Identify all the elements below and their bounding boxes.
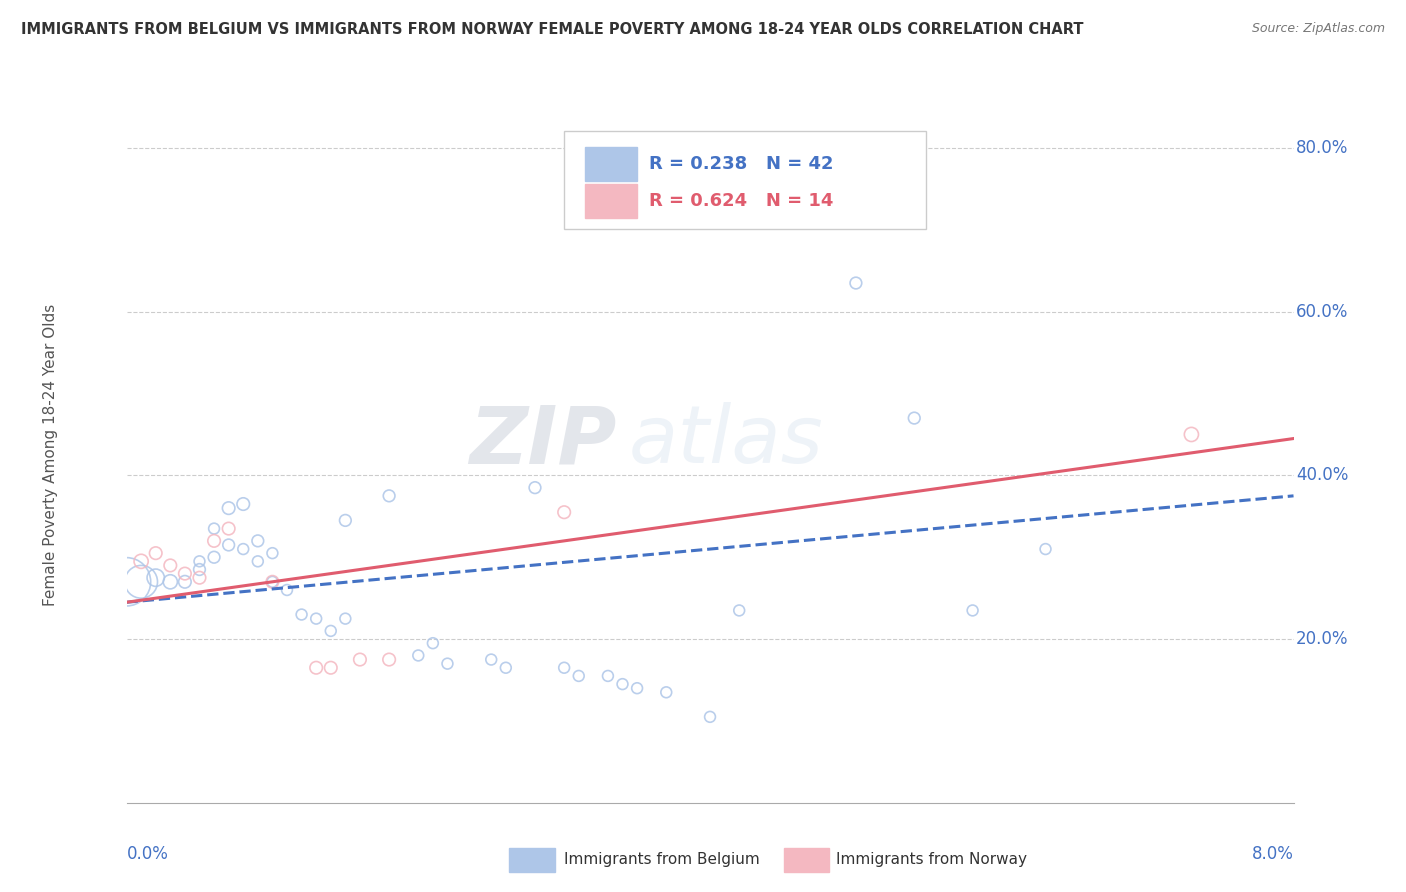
- Text: Source: ZipAtlas.com: Source: ZipAtlas.com: [1251, 22, 1385, 36]
- Point: [626, 681, 648, 696]
- Point: [553, 505, 575, 519]
- Point: [174, 566, 197, 581]
- Point: [262, 546, 284, 560]
- Point: [349, 652, 371, 666]
- Text: Female Poverty Among 18-24 Year Olds: Female Poverty Among 18-24 Year Olds: [44, 304, 58, 606]
- Point: [159, 574, 181, 589]
- Point: [246, 554, 269, 568]
- Text: 8.0%: 8.0%: [1251, 845, 1294, 863]
- Point: [335, 612, 357, 626]
- Point: [129, 574, 152, 589]
- Point: [262, 574, 284, 589]
- Point: [188, 554, 211, 568]
- Point: [436, 657, 458, 671]
- Text: 0.0%: 0.0%: [127, 845, 169, 863]
- Text: Immigrants from Belgium: Immigrants from Belgium: [564, 853, 759, 867]
- Point: [305, 661, 328, 675]
- Point: [335, 513, 357, 527]
- Point: [188, 571, 211, 585]
- Text: 80.0%: 80.0%: [1296, 139, 1348, 157]
- Point: [612, 677, 634, 691]
- Point: [479, 652, 502, 666]
- Point: [218, 538, 240, 552]
- Point: [218, 522, 240, 536]
- Text: IMMIGRANTS FROM BELGIUM VS IMMIGRANTS FROM NORWAY FEMALE POVERTY AMONG 18-24 YEA: IMMIGRANTS FROM BELGIUM VS IMMIGRANTS FR…: [21, 22, 1084, 37]
- Text: 20.0%: 20.0%: [1296, 630, 1348, 648]
- FancyBboxPatch shape: [509, 848, 555, 871]
- Point: [728, 603, 751, 617]
- Point: [305, 612, 328, 626]
- Text: atlas: atlas: [628, 402, 823, 480]
- Point: [596, 669, 619, 683]
- Point: [232, 542, 254, 557]
- Point: [1180, 427, 1202, 442]
- Point: [378, 489, 401, 503]
- Point: [845, 276, 868, 290]
- Point: [568, 669, 591, 683]
- Point: [218, 501, 240, 516]
- Point: [232, 497, 254, 511]
- Point: [655, 685, 678, 699]
- Point: [129, 554, 152, 568]
- Point: [290, 607, 312, 622]
- Point: [145, 571, 167, 585]
- Point: [115, 574, 138, 589]
- FancyBboxPatch shape: [783, 848, 830, 871]
- Text: ZIP: ZIP: [470, 402, 617, 480]
- Point: [319, 661, 342, 675]
- Point: [145, 546, 167, 560]
- Point: [202, 533, 225, 548]
- Point: [188, 562, 211, 576]
- FancyBboxPatch shape: [585, 185, 637, 219]
- Point: [422, 636, 444, 650]
- Point: [408, 648, 430, 663]
- Point: [246, 533, 269, 548]
- FancyBboxPatch shape: [585, 147, 637, 181]
- Point: [1035, 542, 1057, 557]
- Point: [262, 574, 284, 589]
- Text: R = 0.624   N = 14: R = 0.624 N = 14: [650, 192, 834, 210]
- Point: [523, 481, 546, 495]
- Point: [378, 652, 401, 666]
- Point: [202, 522, 225, 536]
- Point: [174, 574, 197, 589]
- Point: [962, 603, 984, 617]
- Point: [553, 661, 575, 675]
- Point: [202, 550, 225, 565]
- Text: 40.0%: 40.0%: [1296, 467, 1348, 484]
- Point: [159, 558, 181, 573]
- Text: 60.0%: 60.0%: [1296, 302, 1348, 321]
- Point: [903, 411, 925, 425]
- Point: [319, 624, 342, 638]
- Point: [276, 582, 298, 597]
- Text: Immigrants from Norway: Immigrants from Norway: [837, 853, 1026, 867]
- Point: [495, 661, 517, 675]
- Point: [699, 710, 721, 724]
- FancyBboxPatch shape: [564, 131, 927, 229]
- Text: R = 0.238   N = 42: R = 0.238 N = 42: [650, 155, 834, 173]
